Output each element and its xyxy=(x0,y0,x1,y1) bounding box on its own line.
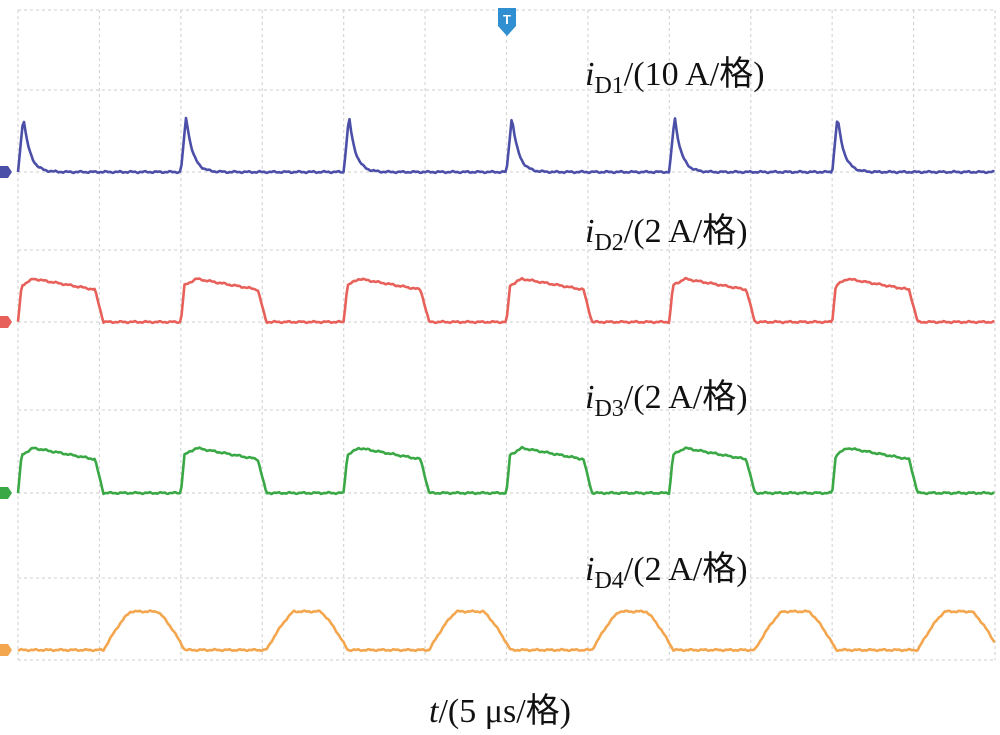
trace-d3 xyxy=(16,445,995,496)
series-label-d4: iD4/(2 A/格) xyxy=(585,550,748,594)
series-label-var: i xyxy=(585,379,594,416)
trace-d4 xyxy=(17,609,996,653)
series-label-unit: /(2 A/格) xyxy=(624,378,748,416)
trigger-marker-label: T xyxy=(503,12,511,27)
trace-d2 xyxy=(16,276,995,325)
series-label-d2: iD2/(2 A/格) xyxy=(585,212,748,256)
series-label-unit: /(2 A/格) xyxy=(624,212,748,250)
channel-markers xyxy=(0,166,12,656)
series-label-d1: iD1/(10 A/格) xyxy=(585,55,765,99)
x-axis-label: t/(5 μs/格) xyxy=(429,692,571,730)
series-label-sub: D3 xyxy=(594,396,623,422)
series-label-unit: /(10 A/格) xyxy=(624,55,765,93)
channel-marker-d3-icon xyxy=(0,487,12,499)
series-label-sub: D1 xyxy=(594,73,623,99)
series-label-var: i xyxy=(585,551,594,588)
trace-d1 xyxy=(16,116,995,175)
x-axis-unit: /(5 μs/格) xyxy=(438,692,571,730)
traces xyxy=(16,116,996,653)
series-labels: iD1/(10 A/格)iD2/(2 A/格)iD3/(2 A/格)iD4/(2… xyxy=(585,55,765,594)
series-label-sub: D2 xyxy=(594,230,623,256)
channel-marker-d1-icon xyxy=(0,166,12,178)
series-label-d3: iD3/(2 A/格) xyxy=(585,378,748,422)
series-label-unit: /(2 A/格) xyxy=(624,550,748,588)
series-label-sub: D4 xyxy=(594,568,623,594)
channel-marker-d4-icon xyxy=(0,644,12,656)
series-label-var: i xyxy=(585,213,594,250)
trigger-marker: T xyxy=(498,8,516,36)
series-label-var: i xyxy=(585,56,594,93)
channel-marker-d2-icon xyxy=(0,316,12,328)
trigger-marker-icon xyxy=(498,8,516,36)
grid xyxy=(17,9,996,661)
x-axis-variable: t xyxy=(429,693,440,730)
